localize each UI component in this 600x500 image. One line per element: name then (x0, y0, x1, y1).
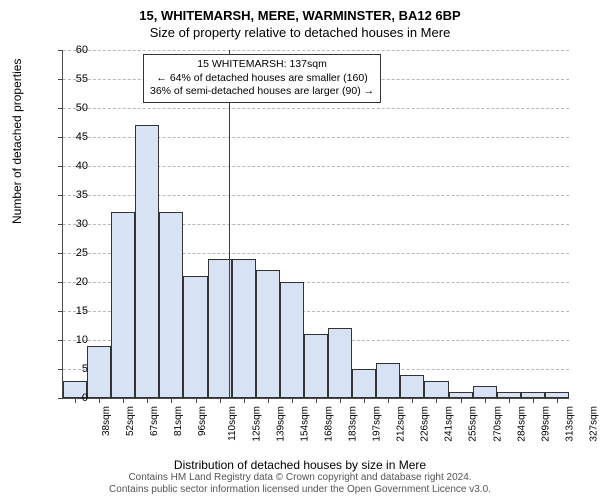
y-tick-label: 20 (58, 276, 88, 288)
histogram-bar (159, 212, 183, 398)
histogram-bar (208, 259, 232, 398)
annot-line1: 15 WHITEMARSH: 137sqm (150, 58, 374, 72)
x-tick-mark (412, 398, 413, 403)
x-tick-label: 241sqm (444, 406, 455, 442)
x-tick-mark (220, 398, 221, 403)
y-tick-label: 0 (58, 392, 88, 404)
x-tick-mark (340, 398, 341, 403)
gridline-h (63, 50, 569, 51)
histogram-bar (232, 259, 256, 398)
x-tick-mark (364, 398, 365, 403)
histogram-bar (87, 346, 111, 398)
x-tick-mark (171, 398, 172, 403)
y-tick-label: 30 (58, 218, 88, 230)
y-tick-label: 55 (58, 73, 88, 85)
y-tick-label: 60 (58, 44, 88, 56)
histogram-bar (328, 328, 352, 398)
x-tick-label: 139sqm (275, 406, 286, 442)
annot-line2: ← 64% of detached houses are smaller (16… (150, 72, 374, 86)
chart-area: 15 WHITEMARSH: 137sqm ← 64% of detached … (62, 50, 569, 399)
histogram-bar (256, 270, 280, 398)
histogram-bar (304, 334, 328, 398)
x-tick-mark (316, 398, 317, 403)
x-tick-mark (485, 398, 486, 403)
title-sub: Size of property relative to detached ho… (0, 23, 600, 40)
x-tick-mark (147, 398, 148, 403)
x-tick-mark (436, 398, 437, 403)
x-tick-label: 183sqm (348, 406, 359, 442)
annot-line3: 36% of semi-detached houses are larger (… (150, 85, 374, 99)
histogram-bar (280, 282, 304, 398)
y-axis-label: Number of detached properties (10, 59, 24, 224)
x-tick-mark (244, 398, 245, 403)
x-tick-label: 284sqm (516, 406, 527, 442)
histogram-bar (352, 369, 376, 398)
x-tick-mark (99, 398, 100, 403)
x-tick-mark (509, 398, 510, 403)
footer-line2: Contains public sector information licen… (0, 484, 600, 496)
x-axis-label: Distribution of detached houses by size … (0, 458, 600, 472)
x-tick-mark (292, 398, 293, 403)
histogram-bar (135, 125, 159, 398)
x-tick-label: 327sqm (589, 406, 600, 442)
x-tick-label: 81sqm (173, 406, 184, 436)
histogram-bar (111, 212, 135, 398)
x-tick-label: 67sqm (149, 406, 160, 436)
x-tick-label: 52sqm (125, 406, 136, 436)
x-tick-mark (557, 398, 558, 403)
x-tick-label: 38sqm (101, 406, 112, 436)
y-tick-label: 35 (58, 189, 88, 201)
title-main: 15, WHITEMARSH, MERE, WARMINSTER, BA12 6… (0, 0, 600, 23)
x-tick-label: 154sqm (299, 406, 310, 442)
y-tick-label: 5 (58, 363, 88, 375)
histogram-bar (376, 363, 400, 398)
y-tick-label: 25 (58, 247, 88, 259)
x-tick-mark (268, 398, 269, 403)
x-tick-label: 168sqm (323, 406, 334, 442)
x-tick-mark (533, 398, 534, 403)
histogram-bar (473, 386, 497, 398)
histogram-bar (424, 381, 448, 398)
footer-line1: Contains HM Land Registry data © Crown c… (0, 472, 600, 484)
annotation-box: 15 WHITEMARSH: 137sqm ← 64% of detached … (143, 54, 381, 103)
x-tick-mark (196, 398, 197, 403)
x-tick-label: 197sqm (372, 406, 383, 442)
y-tick-label: 10 (58, 334, 88, 346)
x-tick-label: 96sqm (197, 406, 208, 436)
x-tick-label: 212sqm (396, 406, 407, 442)
y-tick-label: 45 (58, 131, 88, 143)
y-tick-label: 50 (58, 102, 88, 114)
footer: Contains HM Land Registry data © Crown c… (0, 472, 600, 496)
x-tick-label: 299sqm (540, 406, 551, 442)
x-tick-label: 125sqm (251, 406, 262, 442)
x-tick-label: 313sqm (564, 406, 575, 442)
x-tick-label: 255sqm (468, 406, 479, 442)
y-tick-label: 15 (58, 305, 88, 317)
x-tick-label: 270sqm (492, 406, 503, 442)
x-tick-mark (461, 398, 462, 403)
y-tick-label: 40 (58, 160, 88, 172)
x-tick-mark (388, 398, 389, 403)
x-tick-mark (123, 398, 124, 403)
x-tick-label: 110sqm (226, 406, 237, 441)
gridline-h (63, 108, 569, 109)
histogram-bar (183, 276, 207, 398)
histogram-bar (400, 375, 424, 398)
x-tick-label: 226sqm (420, 406, 431, 442)
